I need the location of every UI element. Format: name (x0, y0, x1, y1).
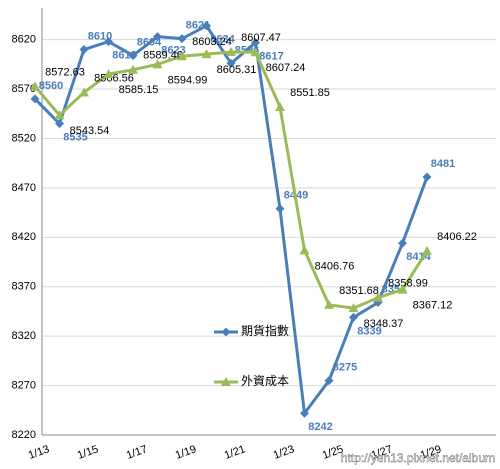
data-label: 8543.54 (70, 125, 110, 137)
data-label: 8607.47 (241, 32, 281, 44)
data-label: 8351.68 (339, 285, 379, 297)
data-label: 8572.63 (45, 66, 85, 78)
point-marker (202, 21, 211, 31)
data-label: 8551.85 (290, 87, 330, 99)
point-marker (250, 47, 261, 57)
data-label: 8348.37 (364, 318, 404, 330)
watermark: http://yen13.pixnet.net/album (341, 451, 495, 465)
point-marker (177, 51, 187, 61)
data-label: 8623 (161, 45, 185, 57)
data-label: 8481 (431, 158, 455, 170)
point-marker (177, 34, 187, 44)
point-marker (324, 376, 334, 386)
point-marker (103, 69, 114, 79)
point-marker (153, 32, 162, 42)
y-tick-label: 8220 (12, 429, 36, 441)
data-label: 8605.31 (217, 64, 257, 76)
point-marker (226, 47, 236, 57)
y-tick-label: 8520 (12, 132, 36, 144)
y-tick-label: 8320 (12, 330, 36, 342)
data-label: 8560 (39, 80, 63, 92)
point-marker (79, 87, 89, 97)
data-label: 8535 (63, 132, 87, 144)
data-label: 8367.12 (413, 299, 453, 311)
data-label: 8358.99 (388, 278, 428, 290)
point-marker (128, 64, 138, 74)
data-label: 8242 (308, 421, 332, 433)
y-tick-label: 8420 (12, 231, 36, 243)
data-label: 8339 (357, 325, 381, 337)
point-marker (348, 303, 359, 313)
point-marker (128, 50, 138, 60)
point-marker (201, 49, 212, 59)
data-label: 8634 (210, 34, 235, 46)
point-marker (54, 110, 65, 120)
point-marker (275, 101, 285, 111)
point-marker (30, 94, 40, 104)
point-marker (79, 45, 89, 55)
y-tick-label: 8270 (12, 379, 36, 391)
data-label: 8275 (333, 362, 357, 374)
data-label: 8594.99 (168, 74, 208, 86)
data-label: 8618 (112, 50, 136, 62)
point-marker (30, 81, 40, 91)
point-marker (104, 37, 113, 47)
point-marker (422, 245, 432, 255)
legend-marker (221, 377, 231, 386)
data-label: 8566.56 (94, 72, 134, 84)
point-marker (300, 408, 309, 418)
data-label: 8589.46 (143, 50, 183, 62)
data-label: 8610 (88, 30, 112, 42)
legend-label: 期貨指數 (241, 323, 289, 338)
point-marker (397, 284, 408, 294)
point-marker (251, 38, 260, 48)
data-label: 8585.15 (119, 84, 159, 96)
point-marker (55, 119, 64, 129)
legend-label: 外資成本 (241, 374, 289, 388)
data-label: 8406.76 (315, 260, 355, 272)
point-marker (398, 238, 407, 248)
data-label: 8406.22 (437, 231, 477, 243)
data-label: 8603.24 (192, 36, 232, 48)
data-label: 8607.24 (266, 62, 306, 74)
data-label: 8617 (259, 51, 283, 63)
point-marker (275, 204, 285, 214)
data-label: 8621 (186, 20, 210, 32)
point-marker (373, 292, 383, 302)
point-marker (422, 172, 432, 182)
y-tick-label: 8570 (12, 83, 36, 95)
y-tick-label: 8470 (12, 182, 36, 194)
point-marker (299, 245, 310, 255)
point-marker (226, 58, 236, 68)
point-marker (349, 312, 358, 322)
point-marker (152, 59, 163, 69)
point-marker (324, 299, 334, 309)
y-tick-label: 8620 (12, 34, 36, 46)
legend-marker (221, 327, 231, 337)
y-tick-label: 8370 (12, 281, 36, 293)
